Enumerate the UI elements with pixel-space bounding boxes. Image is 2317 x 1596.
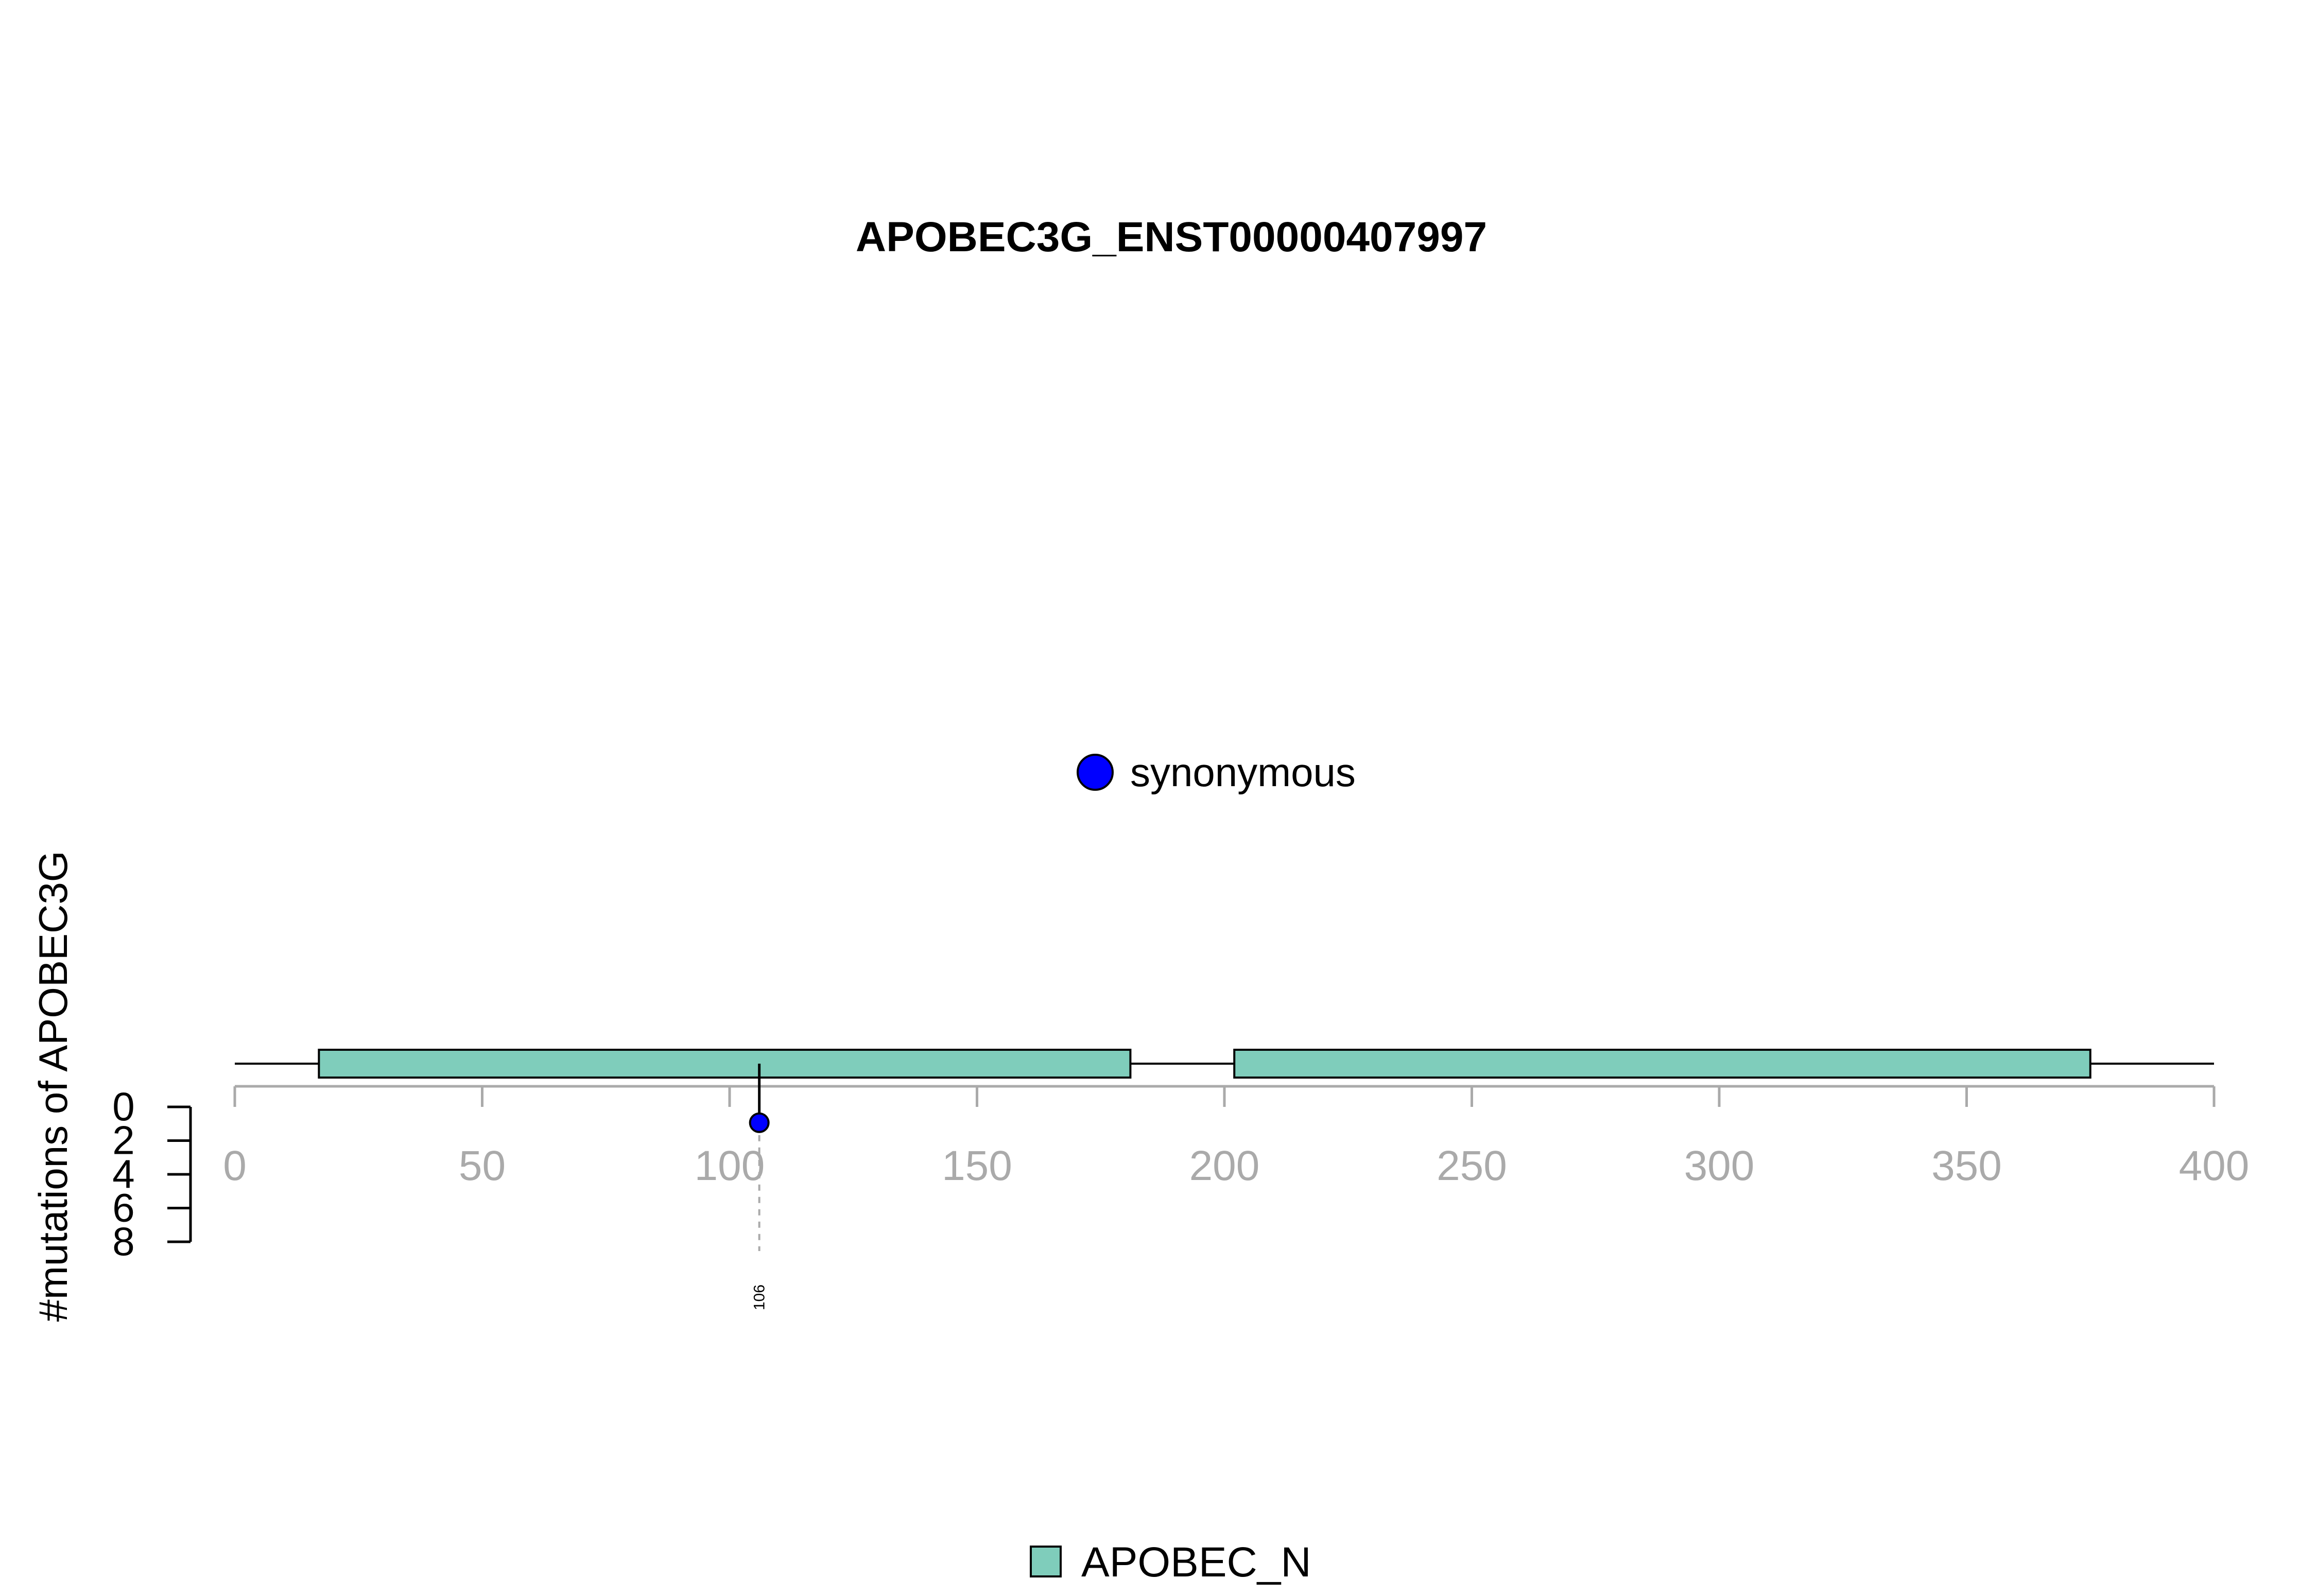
y-tick-label-4: 4 [112, 1151, 134, 1196]
y-tick-label-8: 8 [112, 1219, 134, 1264]
y-axis-title-group: #mutations of APOBEC3G [30, 851, 76, 1322]
x-tick-label-300: 300 [1684, 1142, 1755, 1189]
legend-synonymous-label: synonymous [1130, 750, 1356, 795]
y-tick-label-6: 6 [112, 1185, 134, 1230]
y-tick-label-0: 0 [112, 1084, 134, 1129]
legend-synonymous-marker [1077, 754, 1114, 791]
x-tick-label-350: 350 [1931, 1142, 2002, 1189]
x-tick-label-50: 50 [459, 1142, 506, 1189]
domain-box-2 [1233, 1049, 2091, 1079]
y-tick-label-2: 2 [112, 1118, 134, 1163]
mutation-point-1 [749, 1112, 770, 1133]
x-tick-label-100: 100 [695, 1142, 765, 1189]
chart-title: APOBEC3G_ENST00000407997 [856, 214, 1487, 261]
legend-apobec-n-label: APOBEC_N [1081, 1539, 1311, 1586]
mutation-legend: synonymous [1077, 750, 1356, 795]
x-tick-label-0: 0 [223, 1142, 247, 1189]
x-tick-label-250: 250 [1437, 1142, 1507, 1189]
domain-box-1 [318, 1049, 1132, 1079]
x-tick-label-400: 400 [2179, 1142, 2250, 1189]
legend-apobec-n-swatch [1030, 1546, 1062, 1577]
domain-legend: APOBEC_N [1030, 1539, 1311, 1586]
mutation-label-1: 106 [751, 1285, 768, 1310]
y-axis-title: #mutations of APOBEC3G [30, 851, 76, 1322]
x-tick-label-200: 200 [1189, 1142, 1260, 1189]
x-tick-label-150: 150 [942, 1142, 1012, 1189]
